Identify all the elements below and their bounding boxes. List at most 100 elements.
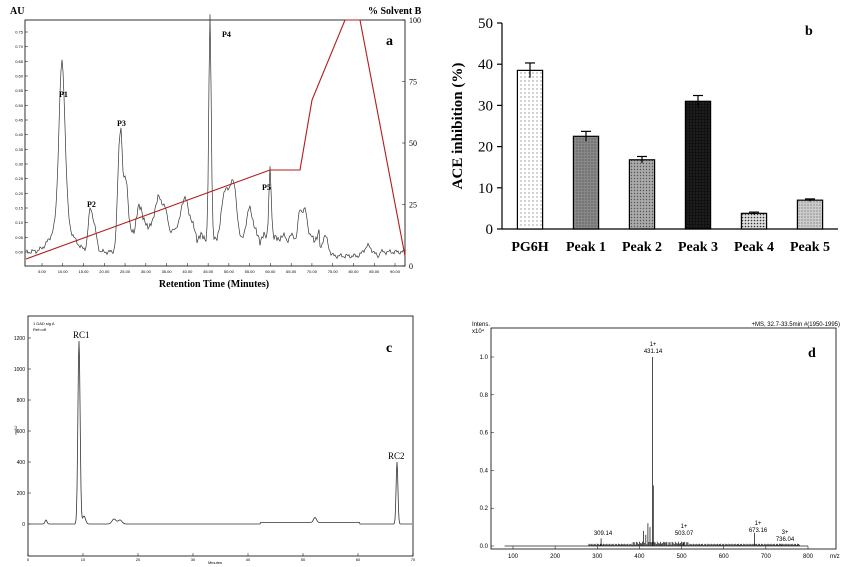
panel-a-left-tick-label: 0.30 xyxy=(15,162,24,167)
panel-b-bar xyxy=(572,135,600,230)
panel-d-letter: d xyxy=(808,346,816,361)
panel-c-y-tick-label: 800 xyxy=(17,398,26,404)
panel-a-x-tick-label: 45.00 xyxy=(203,269,214,274)
panel-a-right-ticks: 100 75 50 25 0 xyxy=(402,16,421,271)
panel-d-mass-spectrum xyxy=(504,357,808,547)
panel-b-y-tick-label: 30 xyxy=(478,98,493,114)
panel-a-solvent-label: % Solvent B xyxy=(368,6,422,17)
panel-d-x-unit: m/z xyxy=(830,554,840,560)
peak-673-charge: 1+ xyxy=(755,521,762,527)
panel-b-category-label: Peak 4 xyxy=(734,240,774,255)
panel-d-y-tick-label: 0.4 xyxy=(480,468,489,474)
panel-a-left-tick-label: 0.60 xyxy=(15,74,24,79)
peak-309-mz: 309.14 xyxy=(594,531,613,537)
panel-c-legend-line-1: 1 DAD sig A xyxy=(33,321,55,326)
panel-a-x-tick-label: 70.00 xyxy=(307,269,318,274)
panel-c-y-axis-title: mAU xyxy=(13,425,18,434)
panel-d-scale-label: x10⁴ xyxy=(472,328,485,335)
panel-a-left-tick-label: 0.35 xyxy=(15,147,24,152)
panel-a-right-tick-label: 0 xyxy=(409,262,413,271)
panel-a-left-tick-label: 0.40 xyxy=(15,132,24,137)
panel-d-x-tick-label: 600 xyxy=(719,554,730,560)
panel-a-x-tick-label: 15.00 xyxy=(79,269,90,274)
panel-a-chromatogram-trace xyxy=(25,14,405,260)
panel-a-left-tick-label: 0.15 xyxy=(15,206,24,211)
panel-a-x-tick-label: 80.00 xyxy=(348,269,359,274)
peak-label-p2: P2 xyxy=(87,200,96,209)
panel-d-y-tick-label: 0.0 xyxy=(480,544,489,550)
panel-d-x-tick-label: 700 xyxy=(761,554,772,560)
panel-a-x-tick-label: 50.00 xyxy=(224,269,235,274)
panel-c-x-axis-title: Minutes xyxy=(208,560,222,565)
panel-c-letter: c xyxy=(386,341,392,356)
panel-b-bar xyxy=(684,100,712,230)
panel-d-y-tick-label: 0.8 xyxy=(480,393,489,399)
panel-a-left-tick-label: 0.10 xyxy=(15,220,24,225)
panel-d: Intens. x10⁴ +MS, 32.7-33.5min #(1950-19… xyxy=(472,322,840,560)
panel-a-frame xyxy=(24,19,406,267)
panel-a-left-tick-label: 0.75 xyxy=(15,30,24,35)
panel-a-left-tick-label: 0.45 xyxy=(15,118,24,123)
panel-a-gradient-line xyxy=(25,19,406,260)
panel-c-x-tick-label: 0 xyxy=(27,557,30,562)
peak-label-rc2: RC2 xyxy=(388,451,405,461)
panel-c-y-tick-label: 400 xyxy=(17,460,26,466)
panel-c-frame xyxy=(27,315,414,557)
panel-a-x-tick-label: 30.00 xyxy=(141,269,152,274)
panel-a-x-tick-label: 65.00 xyxy=(286,269,297,274)
panel-a-left-tick-label: 0.20 xyxy=(15,191,24,196)
peak-label-p3: P3 xyxy=(117,119,126,128)
panel-a-x-tick-label: 40.00 xyxy=(182,269,193,274)
panel-d-y-ticks: 1.0 0.8 0.6 0.4 0.2 0.0 xyxy=(480,355,494,550)
panel-c-legend-line-2: Ref=off xyxy=(33,327,47,332)
panel-d-x-tick-label: 300 xyxy=(592,554,603,560)
panel-d-intensity-label: Intens. xyxy=(472,322,490,328)
panel-c-y-tick-label: 600 xyxy=(17,429,26,435)
panel-d-ms-header: +MS, 32.7-33.5min #(1950-1995) xyxy=(751,322,840,328)
panel-d-x-tick-label: 800 xyxy=(803,554,814,560)
panel-a-left-tick-label: 0.00 xyxy=(15,250,24,255)
panel-d-x-tick-label: 200 xyxy=(550,554,561,560)
panel-b-y-tick-label: 10 xyxy=(478,181,493,197)
panel-c-x-tick-label: 70 xyxy=(411,557,416,562)
panel-c: 1 DAD sig A Ref=off 12001000800600400200… xyxy=(13,315,416,565)
panel-b-category-label: Peak 1 xyxy=(566,240,606,255)
panel-b-bar xyxy=(516,69,544,230)
panel-a-x-tick-label: 25.00 xyxy=(120,269,131,274)
panel-a-x-tick-label: 5.00 xyxy=(38,269,47,274)
peak-label-p5: P5 xyxy=(262,183,271,192)
panel-a-x-tick-label: 90.00 xyxy=(390,269,401,274)
panel-c-x-tick-label: 50 xyxy=(301,557,306,562)
panel-a-x-tick-label: 55.00 xyxy=(245,269,256,274)
peak-431-charge: 1+ xyxy=(650,342,657,348)
peak-736-mz: 736.04 xyxy=(776,537,795,543)
peak-503-charge: 1+ xyxy=(681,524,688,530)
panel-a-x-tick-label: 60.00 xyxy=(265,269,276,274)
panel-b-y-axis-title: ACE inhibition (%) xyxy=(450,63,466,190)
panel-c-x-tick-label: 30 xyxy=(191,557,196,562)
panel-a-x-ticks: 5.00 10.00 15.00 20.00 25.00 30.00 35.00 40.00 4… xyxy=(38,263,401,274)
panel-b-bar xyxy=(796,199,824,230)
panel-c-y-tick-label: 200 xyxy=(17,491,26,497)
peak-label-p4: P4 xyxy=(222,30,231,39)
peak-label-p1: P1 xyxy=(59,90,68,99)
panel-b-category-label: Peak 5 xyxy=(790,240,830,255)
panel-b-category-label: PG6H xyxy=(511,240,548,255)
panel-a-x-tick-label: 20.00 xyxy=(99,269,110,274)
panel-d-y-tick-label: 1.0 xyxy=(480,355,489,361)
panel-a-x-tick-label: 75.00 xyxy=(328,269,339,274)
panel-d-x-tick-label: 500 xyxy=(677,554,688,560)
panel-c-x-tick-label: 40 xyxy=(246,557,251,562)
panel-d-y-tick-label: 0.6 xyxy=(480,431,489,437)
peak-label-rc1: RC1 xyxy=(73,330,90,340)
peak-431-mz: 431.14 xyxy=(644,349,663,355)
panel-b-bar xyxy=(740,212,768,230)
panel-a-x-tick-label: 10.00 xyxy=(58,269,69,274)
panel-b-y-tick-label: 50 xyxy=(478,16,493,32)
panel-d-x-ticks: 100 200 300 400 500 600 700 800 xyxy=(508,546,814,560)
panel-a-x-tick-label: 85.00 xyxy=(369,269,380,274)
panel-a-right-tick-label: 100 xyxy=(409,16,421,25)
panel-c-x-tick-label: 20 xyxy=(136,557,141,562)
panel-b-bar xyxy=(628,159,656,230)
panel-b-category-labels: PG6H Peak 1 Peak 2 Peak 3 Peak 4 Peak 5 xyxy=(511,240,830,255)
